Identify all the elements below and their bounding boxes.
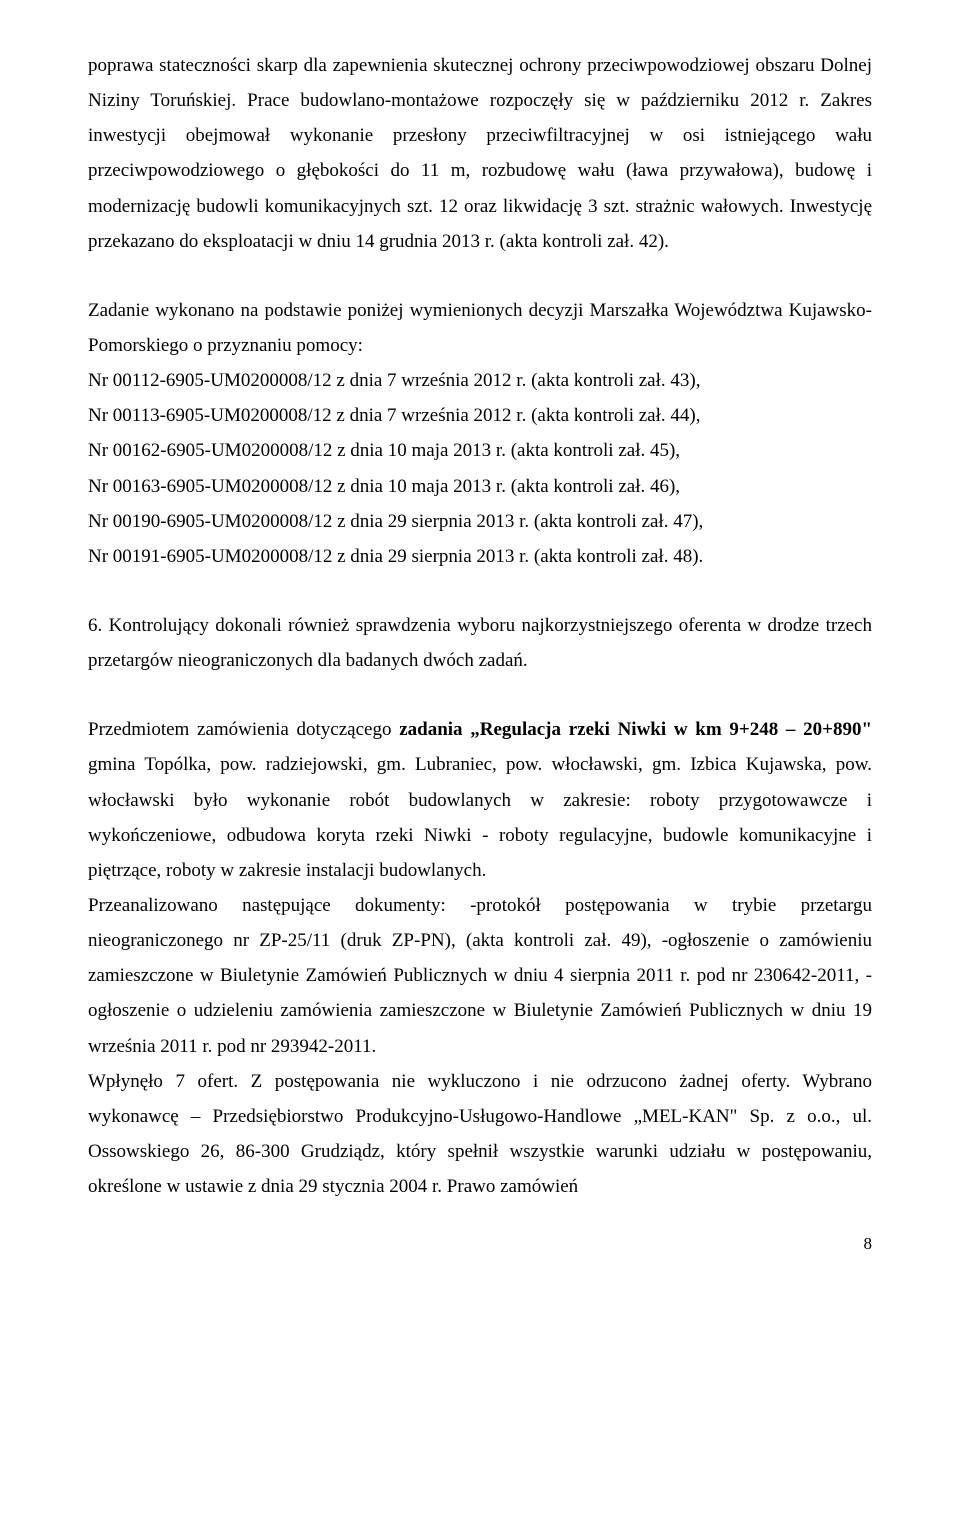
spacer: [88, 678, 872, 712]
paragraph-3: 6. Kontrolujący dokonali również sprawdz…: [88, 608, 872, 678]
decision-list-item-5: Nr 00190-6905-UM0200008/12 z dnia 29 sie…: [88, 504, 872, 539]
spacer: [88, 259, 872, 293]
paragraph-5: Przeanalizowano następujące dokumenty: -…: [88, 888, 872, 1064]
paragraph-4-suffix: gmina Topólka, pow. radziejowski, gm. Lu…: [88, 754, 872, 880]
page-number: 8: [88, 1228, 872, 1259]
decision-list-item-3: Nr 00162-6905-UM0200008/12 z dnia 10 maj…: [88, 433, 872, 468]
decision-list-item-4: Nr 00163-6905-UM0200008/12 z dnia 10 maj…: [88, 469, 872, 504]
decision-list-item-2: Nr 00113-6905-UM0200008/12 z dnia 7 wrze…: [88, 398, 872, 433]
paragraph-1: poprawa stateczności skarp dla zapewnien…: [88, 48, 872, 259]
spacer: [88, 574, 872, 608]
paragraph-4-prefix: Przedmiotem zamówienia dotyczącego: [88, 719, 399, 740]
decision-list-item-6: Nr 00191-6905-UM0200008/12 z dnia 29 sie…: [88, 539, 872, 574]
paragraph-6: Wpłynęło 7 ofert. Z postępowania nie wyk…: [88, 1064, 872, 1205]
paragraph-4: Przedmiotem zamówienia dotyczącego zadan…: [88, 712, 872, 888]
task-title-bold: zadania „Regulacja rzeki Niwki w km 9+24…: [399, 719, 872, 740]
decision-list-item-1: Nr 00112-6905-UM0200008/12 z dnia 7 wrze…: [88, 363, 872, 398]
paragraph-2: Zadanie wykonano na podstawie poniżej wy…: [88, 293, 872, 363]
